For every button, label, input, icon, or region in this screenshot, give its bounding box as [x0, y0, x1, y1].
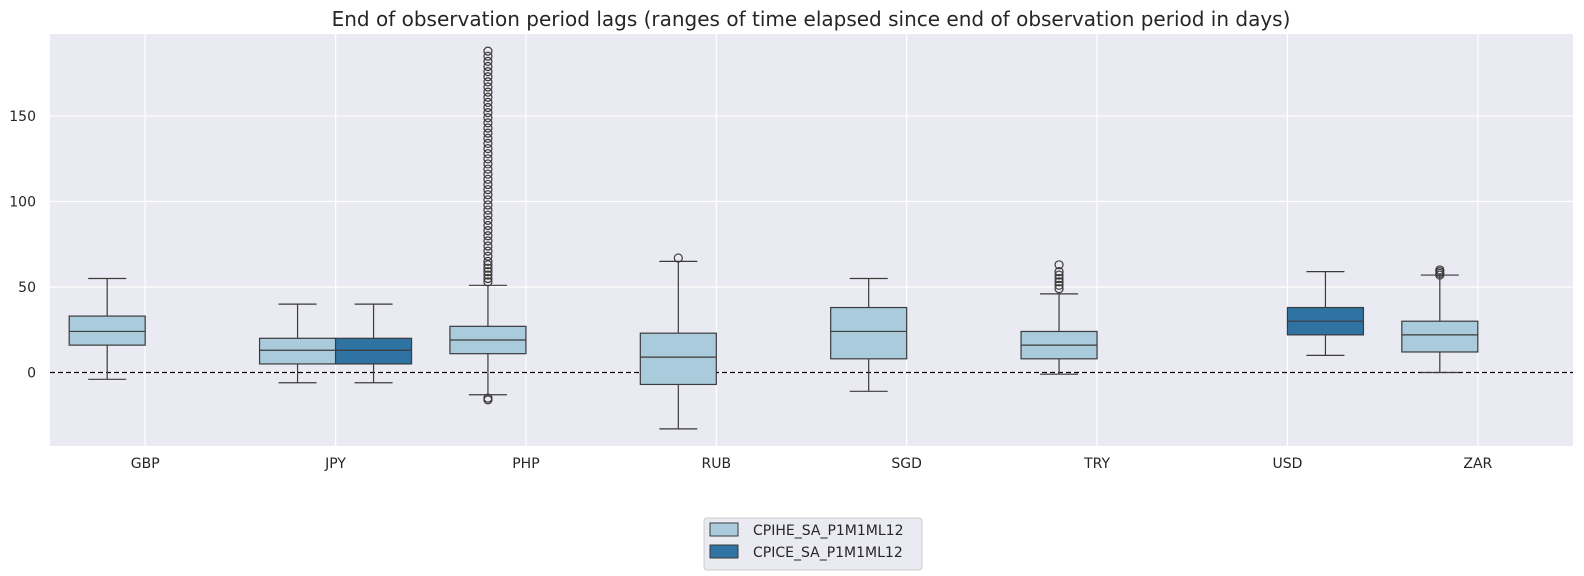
outlier-point	[483, 92, 493, 102]
legend-label-cpice: CPICE_SA_P1M1ML12	[753, 545, 903, 561]
legend-frame	[703, 517, 923, 571]
outlier-point	[483, 205, 493, 215]
outlier-point	[1054, 260, 1064, 270]
iqr-box	[1401, 320, 1479, 353]
outlier-point	[483, 169, 493, 179]
outlier-point	[483, 263, 493, 273]
outlier-point	[483, 154, 493, 164]
box-jpy-cpihe	[258, 303, 337, 384]
iqr-box	[258, 337, 337, 365]
y-tick-label: 100	[9, 195, 36, 211]
outlier-point	[483, 190, 493, 200]
outlier-point	[1054, 280, 1064, 290]
outlier-point	[483, 159, 493, 169]
outlier-point	[483, 393, 493, 403]
outlier-point	[483, 241, 493, 251]
outlier-point	[483, 231, 493, 241]
x-tick-label: SGD	[891, 456, 922, 472]
outlier-point	[483, 82, 493, 92]
legend-swatch-cpihe	[709, 522, 739, 537]
plot-background	[50, 34, 1573, 446]
outlier-point	[483, 246, 493, 256]
outlier-point	[483, 200, 493, 210]
outlier-point	[483, 46, 493, 56]
outlier-point	[483, 102, 493, 113]
legend-label-cpihe: CPIHE_SA_P1M1ML12	[753, 523, 903, 539]
outlier-point	[483, 225, 493, 236]
outlier-point	[483, 138, 493, 149]
y-axis-ticks: 0 50 100 150	[9, 109, 36, 381]
outlier-point	[483, 123, 493, 133]
outlier-point	[1054, 267, 1064, 277]
outlier-point	[483, 97, 493, 107]
box-usd-cpice	[1286, 271, 1365, 356]
iqr-box	[334, 337, 413, 365]
box-zar-cpihe	[1401, 265, 1479, 374]
outlier-point	[483, 77, 493, 87]
x-tick-label: RUB	[702, 456, 732, 472]
outlier-point	[1435, 265, 1445, 275]
iqr-box	[830, 306, 908, 360]
outlier-point	[483, 87, 493, 97]
x-tick-label: GBP	[131, 456, 160, 472]
x-axis-ticks: GBP JPY PHP RUB SGD TRY USD ZAR	[131, 456, 1493, 472]
box-rub-cpihe	[639, 253, 717, 430]
y-tick-label: 50	[18, 280, 36, 296]
outlier-point	[483, 277, 493, 287]
outlier-point	[483, 128, 493, 138]
grid	[50, 34, 1573, 446]
outlier-point	[483, 143, 493, 154]
outlier-point	[483, 51, 493, 61]
outlier-point	[483, 273, 493, 284]
outlier-point	[483, 251, 493, 261]
x-tick-label: TRY	[1083, 456, 1110, 472]
x-tick-label: PHP	[512, 456, 539, 472]
outlier-point	[1054, 277, 1064, 287]
legend: CPIHE_SA_P1M1ML12 CPICE_SA_P1M1ML12	[703, 517, 923, 571]
outlier-point	[483, 195, 493, 205]
legend-swatch-cpice	[709, 544, 739, 559]
outlier-point	[483, 179, 493, 190]
iqr-box	[68, 315, 146, 346]
outlier-point	[483, 174, 493, 184]
x-tick-label: ZAR	[1463, 456, 1492, 472]
outlier-point	[483, 149, 493, 159]
outlier-point	[483, 133, 493, 143]
outlier-point	[673, 253, 683, 263]
outlier-point	[483, 72, 493, 82]
y-tick-label: 150	[9, 109, 36, 125]
x-tick-label: USD	[1272, 456, 1302, 472]
box-php-cpihe	[449, 46, 527, 405]
outlier-point	[483, 164, 493, 174]
box-gbp-cpihe	[68, 277, 146, 380]
outlier-point	[483, 215, 493, 225]
outlier-point	[1054, 284, 1064, 294]
outlier-point	[1054, 273, 1064, 284]
outlier-point	[483, 270, 493, 280]
outlier-point	[483, 256, 493, 266]
box-jpy-cpice	[334, 303, 413, 384]
boxes	[68, 46, 1479, 430]
outlier-point	[483, 118, 493, 128]
box-sgd-cpihe	[830, 277, 908, 392]
outlier-point	[483, 67, 493, 77]
outlier-point	[483, 108, 493, 118]
y-tick-label: 0	[27, 365, 36, 381]
box-try-cpihe	[1020, 260, 1098, 375]
outlier-point	[483, 210, 493, 220]
outlier-point	[483, 56, 493, 66]
outlier-point	[483, 236, 493, 246]
outlier-point	[483, 184, 493, 195]
outlier-point	[1054, 270, 1064, 280]
outlier-point	[483, 220, 493, 231]
iqr-box	[639, 332, 717, 386]
outlier-point	[483, 61, 493, 72]
x-tick-label: JPY	[324, 456, 346, 472]
outlier-point	[483, 267, 493, 277]
chart-title: End of observation period lags (ranges o…	[332, 7, 1291, 31]
outlier-point	[483, 113, 493, 123]
